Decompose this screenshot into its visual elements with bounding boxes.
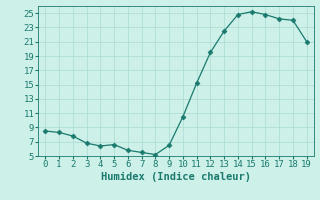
X-axis label: Humidex (Indice chaleur): Humidex (Indice chaleur)	[101, 172, 251, 182]
